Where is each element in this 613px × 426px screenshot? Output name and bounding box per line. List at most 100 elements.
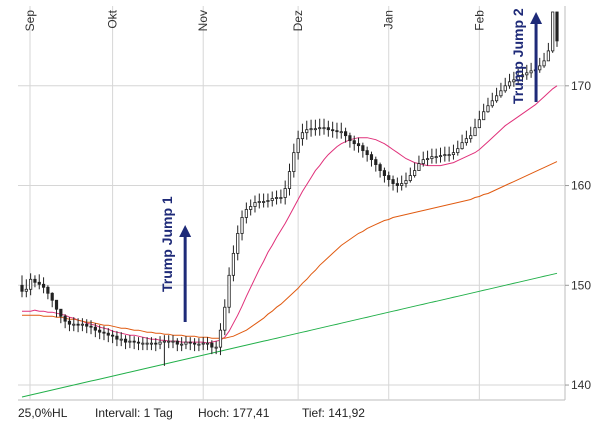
candle bbox=[413, 162, 417, 178]
candle bbox=[287, 163, 292, 196]
candle bbox=[378, 162, 382, 178]
candle bbox=[322, 118, 326, 135]
candle bbox=[551, 11, 555, 53]
candle-body bbox=[529, 70, 533, 74]
candle bbox=[67, 317, 72, 332]
candle bbox=[205, 337, 210, 351]
candle-body bbox=[85, 323, 89, 327]
candle bbox=[274, 190, 279, 205]
series-line-1 bbox=[22, 161, 558, 339]
candle bbox=[240, 210, 244, 241]
candle-body bbox=[486, 105, 490, 113]
candle bbox=[136, 337, 141, 351]
candle-body bbox=[300, 132, 305, 140]
candle-body bbox=[348, 135, 352, 142]
candle bbox=[171, 335, 175, 349]
candle-body bbox=[63, 315, 67, 322]
annotation-arrow-head bbox=[530, 12, 543, 24]
candle bbox=[158, 336, 162, 350]
candle bbox=[141, 337, 145, 351]
candle bbox=[59, 308, 63, 324]
candle bbox=[460, 134, 464, 150]
candle bbox=[262, 193, 266, 208]
candle bbox=[438, 147, 443, 163]
candle bbox=[106, 328, 110, 343]
candle-body bbox=[313, 128, 317, 131]
annotation-arrow-head bbox=[179, 225, 192, 237]
candle-body bbox=[352, 140, 356, 145]
x-axis-label: Okt bbox=[106, 9, 120, 28]
candle-body bbox=[400, 183, 404, 186]
candle bbox=[473, 118, 477, 137]
candle bbox=[404, 172, 408, 188]
candle bbox=[361, 142, 365, 158]
candle bbox=[542, 52, 546, 68]
candle-body bbox=[106, 332, 110, 336]
candle-body bbox=[80, 323, 84, 326]
annotation-1: Trump Jump 1 bbox=[159, 196, 192, 322]
candle-body bbox=[404, 180, 408, 184]
candle-body bbox=[546, 50, 550, 62]
candle-body bbox=[438, 155, 443, 158]
candle-body bbox=[378, 164, 382, 171]
candle-body bbox=[227, 274, 231, 308]
candle bbox=[175, 338, 179, 352]
candle bbox=[490, 92, 494, 108]
candle-body bbox=[421, 159, 425, 164]
candle-body bbox=[417, 163, 421, 171]
candle-body bbox=[331, 129, 335, 132]
candle bbox=[447, 146, 451, 162]
candle bbox=[546, 42, 550, 62]
candle-body bbox=[460, 142, 464, 150]
candle-body bbox=[218, 329, 223, 348]
candle bbox=[93, 323, 97, 338]
x-axis-label: Jan bbox=[382, 10, 396, 29]
candle bbox=[395, 177, 399, 193]
candle-body bbox=[33, 278, 37, 283]
candle-body bbox=[538, 65, 542, 71]
candle-body bbox=[145, 342, 149, 345]
candle-body bbox=[512, 79, 516, 83]
annotation-2: Trump Jump 2 bbox=[510, 8, 543, 104]
candle-body bbox=[456, 148, 460, 154]
candle bbox=[128, 335, 132, 349]
candle bbox=[503, 77, 507, 93]
candle bbox=[443, 146, 447, 162]
candle bbox=[292, 143, 296, 178]
candle-body bbox=[525, 72, 529, 76]
candle bbox=[339, 122, 343, 139]
candle bbox=[132, 336, 136, 350]
candle-body bbox=[262, 201, 266, 203]
candle bbox=[162, 335, 166, 366]
candle-body bbox=[128, 340, 132, 343]
candle bbox=[451, 144, 456, 160]
candle-body bbox=[50, 292, 54, 301]
candle bbox=[335, 122, 339, 139]
candle-body bbox=[274, 197, 279, 199]
y-axis-ticks: 140 150 160 170 bbox=[565, 79, 591, 392]
candle bbox=[313, 119, 317, 136]
candle bbox=[499, 82, 503, 98]
candle bbox=[197, 338, 201, 352]
candle bbox=[348, 132, 352, 148]
candle-body bbox=[322, 127, 326, 130]
candle-body bbox=[305, 129, 309, 134]
candle bbox=[149, 337, 154, 351]
candle-body bbox=[309, 128, 313, 131]
candle-body bbox=[542, 60, 546, 67]
candle bbox=[529, 62, 533, 78]
candle bbox=[326, 120, 330, 137]
candle bbox=[236, 225, 240, 261]
annotation-label: Trump Jump 1 bbox=[159, 196, 175, 292]
candle bbox=[469, 126, 473, 143]
candle-body bbox=[188, 341, 192, 344]
candle-body bbox=[391, 179, 395, 184]
candle-body bbox=[154, 342, 158, 345]
x-axis-label: Feb bbox=[472, 10, 486, 31]
candle-body bbox=[119, 338, 123, 341]
footer-low: Tief: 141,92 bbox=[302, 406, 365, 420]
candle-body bbox=[279, 197, 283, 199]
candle bbox=[507, 73, 512, 89]
candle-body bbox=[192, 342, 197, 345]
candle bbox=[266, 193, 270, 208]
